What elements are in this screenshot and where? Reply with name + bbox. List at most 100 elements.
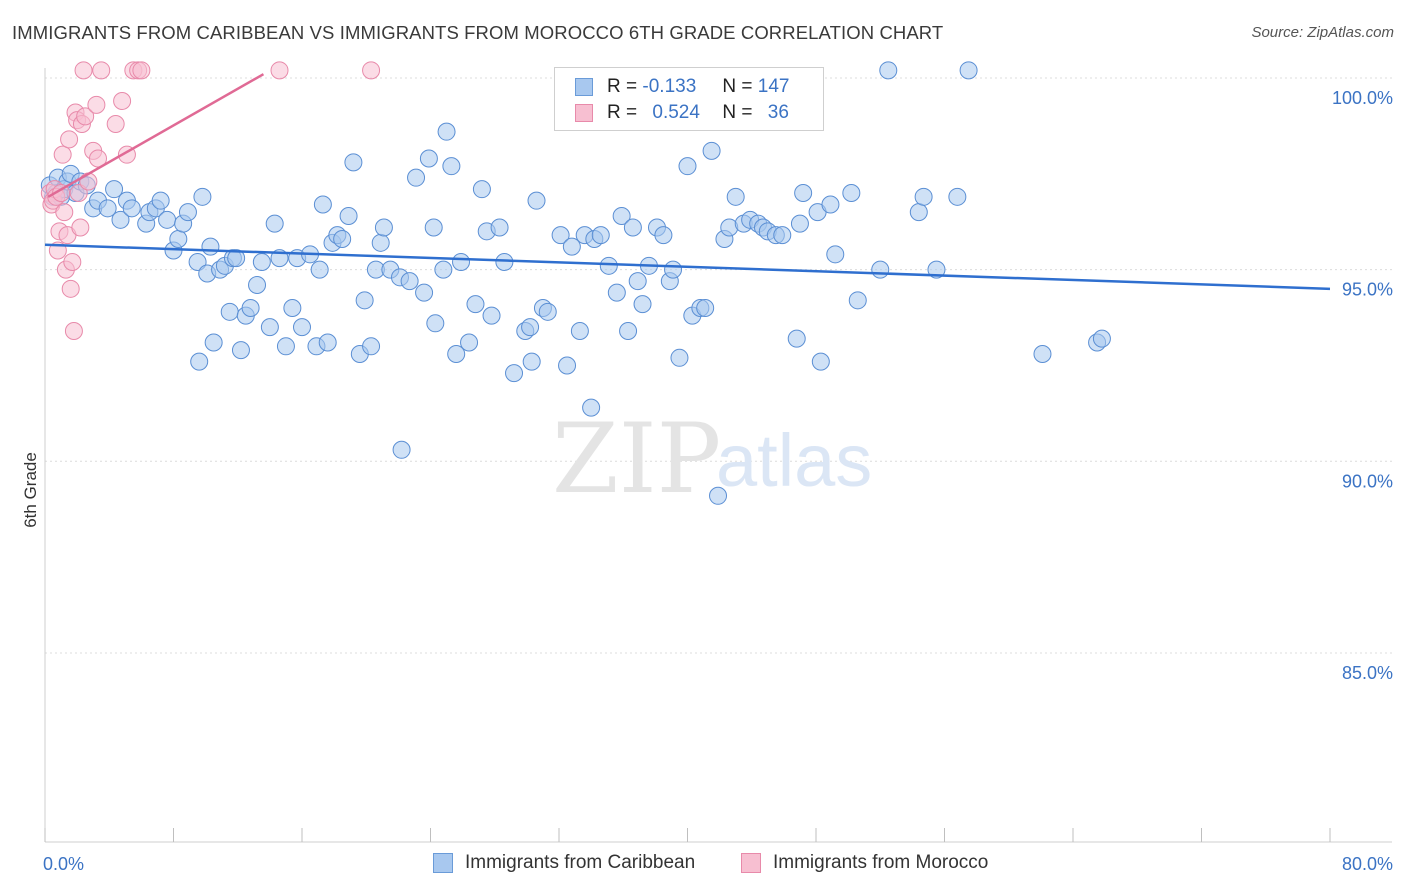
data-point xyxy=(821,195,840,214)
data-point xyxy=(318,333,337,352)
data-point xyxy=(371,233,390,252)
data-point xyxy=(1033,344,1052,363)
data-point xyxy=(190,352,209,371)
data-point xyxy=(248,275,267,294)
data-point xyxy=(521,318,540,337)
data-point xyxy=(437,122,456,141)
legend-item-morocco[interactable]: Immigrants from Morocco xyxy=(741,852,988,874)
y-tick-label: 85.0% xyxy=(1342,663,1393,683)
data-point xyxy=(283,298,302,317)
data-point xyxy=(362,61,381,80)
data-point xyxy=(313,195,332,214)
data-point xyxy=(472,180,491,199)
data-point xyxy=(948,187,967,206)
data-point xyxy=(252,252,271,271)
data-point xyxy=(558,356,577,375)
gridlines xyxy=(45,77,1392,654)
data-point xyxy=(909,203,928,222)
legend-swatch-morocco xyxy=(741,853,761,873)
data-point xyxy=(959,61,978,80)
data-point xyxy=(773,226,792,245)
data-point xyxy=(333,229,352,248)
data-point xyxy=(490,218,509,237)
trend-line xyxy=(47,73,265,198)
data-point xyxy=(220,302,239,321)
legend-r-label: R = xyxy=(607,102,638,123)
legend-label-caribbean: Immigrants from Caribbean xyxy=(465,852,696,873)
legend-n-label: N = xyxy=(722,102,753,123)
data-point xyxy=(702,141,721,160)
data-point xyxy=(1092,329,1111,348)
data-point xyxy=(132,61,151,80)
data-point xyxy=(914,187,933,206)
data-point xyxy=(400,272,419,291)
data-point xyxy=(619,321,638,340)
data-point xyxy=(664,260,683,279)
data-point xyxy=(201,237,220,256)
legend-r-value: 0.524 xyxy=(652,102,700,123)
legend-swatch-caribbean xyxy=(575,78,593,96)
data-point xyxy=(927,260,946,279)
chart-title: IMMIGRANTS FROM CARIBBEAN VS IMMIGRANTS … xyxy=(12,22,944,43)
data-point xyxy=(106,114,125,133)
data-point xyxy=(74,61,93,80)
data-point xyxy=(879,61,898,80)
data-point xyxy=(113,91,132,110)
data-point xyxy=(204,333,223,352)
watermark: ZIP atlas xyxy=(552,403,872,515)
data-point xyxy=(482,306,501,325)
legend-r-label: R = xyxy=(607,76,638,97)
data-point xyxy=(61,279,80,298)
data-point xyxy=(231,341,250,360)
legend-item-caribbean[interactable]: Immigrants from Caribbean xyxy=(433,852,695,874)
data-point xyxy=(64,321,83,340)
data-point xyxy=(591,226,610,245)
data-point xyxy=(293,318,311,337)
data-point xyxy=(193,187,212,206)
data-point xyxy=(355,291,374,310)
y-tick-label: 100.0% xyxy=(1332,88,1393,108)
trend-line xyxy=(44,243,1331,291)
data-point xyxy=(374,218,393,237)
data-point xyxy=(407,168,426,187)
data-point xyxy=(633,295,652,314)
data-point xyxy=(344,153,363,172)
data-point xyxy=(826,245,845,264)
data-point xyxy=(505,364,524,383)
data-point xyxy=(419,149,438,168)
data-point xyxy=(362,337,381,356)
data-point xyxy=(434,260,453,279)
legend-swatch-caribbean xyxy=(433,853,453,873)
data-point xyxy=(98,199,117,218)
data-point xyxy=(260,318,279,337)
data-point xyxy=(527,191,546,210)
data-point xyxy=(339,206,358,225)
data-point xyxy=(607,283,626,302)
y-tick-labels: 85.0% 90.0% 95.0% 100.0% xyxy=(1332,88,1393,683)
data-point xyxy=(562,237,581,256)
x-tick-labels: 0.0% 80.0% xyxy=(43,854,1393,874)
data-point xyxy=(60,130,79,149)
data-point xyxy=(111,210,130,229)
data-point xyxy=(424,218,443,237)
series-legend: Immigrants from Caribbean Immigrants fro… xyxy=(0,852,1406,878)
data-point xyxy=(599,256,618,275)
y-tick-label: 90.0% xyxy=(1342,471,1393,491)
data-point xyxy=(628,272,647,291)
y-tick-label: 95.0% xyxy=(1342,280,1393,300)
data-point xyxy=(790,214,809,233)
data-point xyxy=(582,398,601,417)
data-point xyxy=(151,191,170,210)
data-point xyxy=(79,172,98,191)
data-point xyxy=(158,210,177,229)
data-point xyxy=(842,183,861,202)
data-point xyxy=(270,61,289,80)
data-point xyxy=(460,333,479,352)
legend-row-caribbean: R = -0.133 N = 147 xyxy=(575,75,789,99)
watermark-atlas: atlas xyxy=(716,419,872,502)
watermark-zip: ZIP xyxy=(552,403,721,515)
data-point xyxy=(92,61,111,80)
data-point xyxy=(53,145,72,164)
data-point xyxy=(522,352,541,371)
data-point xyxy=(169,229,188,248)
